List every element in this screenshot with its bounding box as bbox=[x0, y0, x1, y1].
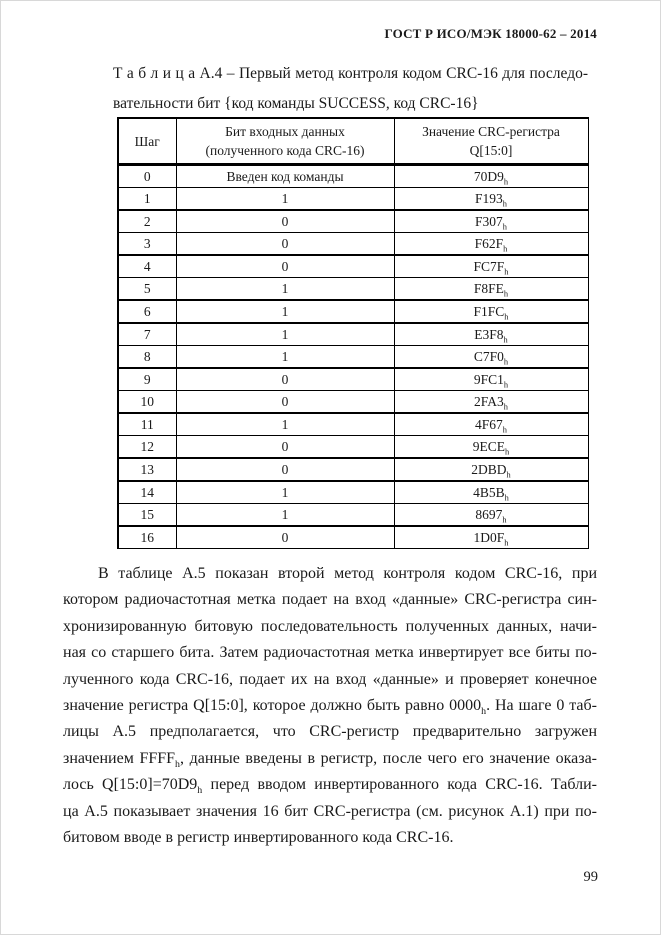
table-caption: Т а б л и ц а А.4 – Первый метод контрол… bbox=[113, 59, 588, 119]
paragraph-line: ная со старшего бита. Затем радиочастотн… bbox=[63, 644, 597, 662]
header-cell-register-value: Значение CRC-регистра Q[15:0] bbox=[393, 117, 589, 166]
table-row: 5 1 F8FEh bbox=[117, 277, 589, 301]
table-row: 10 0 2FA3h bbox=[117, 390, 589, 414]
register-value-cell: 8697h bbox=[393, 503, 589, 527]
register-value-cell: 4B5Bh bbox=[393, 480, 589, 504]
register-value-cell: 2FA3h bbox=[393, 390, 589, 414]
paragraph-line: хронизированную битовую последовательнос… bbox=[63, 617, 597, 635]
step-cell: 4 bbox=[117, 254, 177, 278]
paragraph-line: котором радиочастотная метка подает на в… bbox=[63, 591, 597, 609]
step-cell: 8 bbox=[117, 345, 177, 369]
step-cell: 1 bbox=[117, 187, 177, 211]
step-cell: 10 bbox=[117, 390, 177, 414]
step-cell: 0 bbox=[117, 164, 177, 188]
table-caption-line: вательности бит {код команды SUCCESS, ко… bbox=[113, 95, 479, 112]
crc-table-body: 0 Введен код команды 70D9h 1 1 F193h 2 0 F307h 3 0… bbox=[117, 164, 589, 549]
table-row: 7 1 E3F8h bbox=[117, 322, 589, 346]
step-cell: 12 bbox=[117, 435, 177, 459]
input-bit-cell: 1 bbox=[175, 187, 395, 211]
page-number: 99 bbox=[583, 869, 599, 885]
input-bit-cell: 0 bbox=[175, 390, 395, 414]
table-row: 4 0 FC7Fh bbox=[117, 254, 589, 278]
step-cell: 13 bbox=[117, 457, 177, 482]
crc-table: Шаг Бит входных данных (полученного кода… bbox=[117, 117, 589, 549]
step-cell: 2 bbox=[117, 209, 177, 233]
paragraph-line: значением FFFFh, данные введены в регист… bbox=[63, 749, 598, 771]
register-value-cell: F307h bbox=[393, 209, 589, 233]
register-value-cell: FC7Fh bbox=[393, 254, 589, 278]
step-cell: 16 bbox=[117, 525, 177, 549]
step-cell: 9 bbox=[117, 367, 177, 391]
input-bit-cell: 1 bbox=[175, 322, 395, 346]
paragraph-line: В таблице А.5 показан второй метод контр… bbox=[98, 565, 597, 582]
input-bit-cell: Введен код команды bbox=[175, 164, 395, 188]
step-cell: 5 bbox=[117, 277, 177, 301]
document-header: ГОСТ Р ИСО/МЭК 18000-62 – 2014 bbox=[384, 26, 597, 41]
input-bit-cell: 0 bbox=[175, 209, 395, 233]
input-bit-cell: 1 bbox=[175, 277, 395, 301]
input-bit-cell: 0 bbox=[175, 457, 395, 482]
step-cell: 6 bbox=[117, 299, 177, 324]
table-row: 15 1 8697h bbox=[117, 503, 589, 527]
register-value-cell: 1D0Fh bbox=[393, 525, 589, 549]
register-value-cell: F8FEh bbox=[393, 277, 589, 301]
paragraph-line: лось Q[15:0]=70D9h перед вводом инвертир… bbox=[63, 776, 598, 797]
step-cell: 11 bbox=[117, 412, 177, 436]
table-row: 12 0 9ECEh bbox=[117, 435, 589, 459]
table-caption-line: Т а б л и ц а А.4 – Первый метод контрол… bbox=[113, 65, 588, 82]
header-cell-step: Шаг bbox=[117, 117, 177, 166]
register-value-cell: 4F67h bbox=[393, 412, 589, 436]
table-header-row: Шаг Бит входных данных (полученного кода… bbox=[117, 117, 589, 166]
step-cell: 15 bbox=[117, 503, 177, 527]
paragraph-line: лицы А.5 предполагается, что CRC-регистр… bbox=[63, 723, 597, 741]
register-value-cell: 70D9h bbox=[393, 164, 589, 188]
register-value-cell: E3F8h bbox=[393, 322, 589, 346]
register-value-cell: F193h bbox=[393, 187, 589, 211]
table-row: 9 0 9FC1h bbox=[117, 367, 589, 391]
paragraph-line: значение регистра Q[15:0], которое должн… bbox=[63, 697, 598, 718]
paragraph-line: битовом вводе в регистр инвертированного… bbox=[63, 829, 454, 847]
paragraph-line: ца А.5 показывает значения 16 бит CRC-ре… bbox=[63, 802, 597, 820]
table-row: 2 0 F307h bbox=[117, 209, 589, 233]
step-cell: 3 bbox=[117, 232, 177, 256]
table-row: 0 Введен код команды 70D9h bbox=[117, 164, 589, 188]
table-row: 1 1 F193h bbox=[117, 187, 589, 211]
input-bit-cell: 1 bbox=[175, 412, 395, 436]
input-bit-cell: 0 bbox=[175, 254, 395, 278]
table-row: 6 1 F1FCh bbox=[117, 299, 589, 324]
input-bit-cell: 1 bbox=[175, 299, 395, 324]
table-row: 16 0 1D0Fh bbox=[117, 525, 589, 549]
step-cell: 7 bbox=[117, 322, 177, 346]
paragraph-line: лученного кода CRC-16, подает их на вход… bbox=[63, 670, 597, 688]
table-row: 14 1 4B5Bh bbox=[117, 480, 589, 504]
step-cell: 14 bbox=[117, 480, 177, 504]
table-row: 8 1 C7F0h bbox=[117, 345, 589, 369]
input-bit-cell: 1 bbox=[175, 503, 395, 527]
register-value-cell: F62Fh bbox=[393, 232, 589, 256]
table-row: 13 0 2DBDh bbox=[117, 457, 589, 482]
register-value-cell: F1FCh bbox=[393, 299, 589, 324]
register-value-cell: C7F0h bbox=[393, 345, 589, 369]
header-cell-input-bit: Бит входных данных (полученного кода CRC… bbox=[175, 117, 395, 166]
input-bit-cell: 1 bbox=[175, 480, 395, 504]
input-bit-cell: 0 bbox=[175, 435, 395, 459]
body-paragraph: В таблице А.5 показан второй метод контр… bbox=[63, 561, 597, 851]
register-value-cell: 9FC1h bbox=[393, 367, 589, 391]
input-bit-cell: 0 bbox=[175, 525, 395, 549]
table-row: 11 1 4F67h bbox=[117, 412, 589, 436]
input-bit-cell: 1 bbox=[175, 345, 395, 369]
input-bit-cell: 0 bbox=[175, 232, 395, 256]
register-value-cell: 9ECEh bbox=[393, 435, 589, 459]
register-value-cell: 2DBDh bbox=[393, 457, 589, 482]
table-row: 3 0 F62Fh bbox=[117, 232, 589, 256]
input-bit-cell: 0 bbox=[175, 367, 395, 391]
